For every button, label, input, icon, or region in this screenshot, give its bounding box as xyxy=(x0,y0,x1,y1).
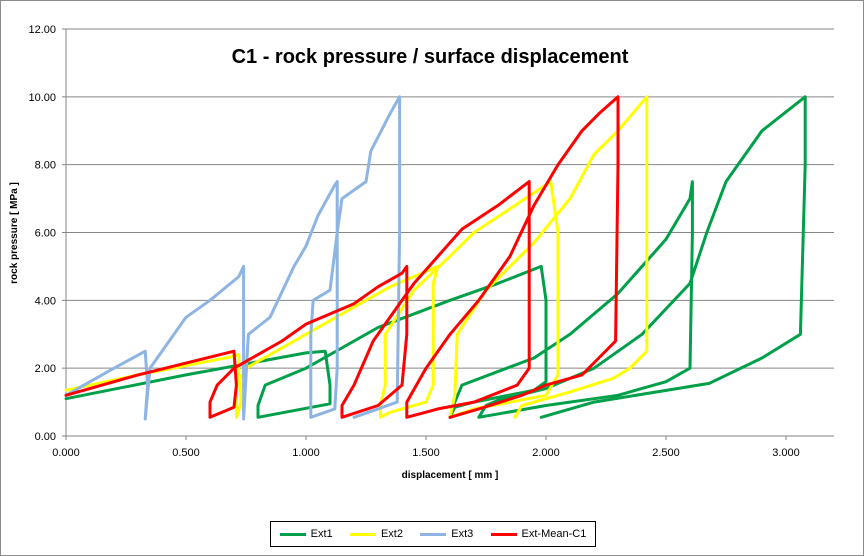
legend-item-ext1: Ext1 xyxy=(279,528,333,540)
legend-swatch xyxy=(490,532,517,536)
y-tick-label: 12.00 xyxy=(28,24,56,36)
series-line-ext-mean-c1 xyxy=(64,95,620,419)
legend-label: Ext-Mean-C1 xyxy=(521,528,587,540)
x-ticks: 0.000 0.500 1.000 1.500 2.000 2.500 3.000 xyxy=(52,436,800,459)
y-tick-label: 0.00 xyxy=(35,431,56,443)
series-line-ext1 xyxy=(64,95,807,419)
x-axis-title: displacement [ mm ] xyxy=(402,470,499,481)
legend-label: Ext3 xyxy=(451,528,474,540)
chart-title: C1 - rock pressure / surface displacemen… xyxy=(232,46,629,68)
legend-label: Ext2 xyxy=(380,528,403,540)
legend-swatch xyxy=(279,532,306,536)
y-tick-label: 8.00 xyxy=(35,160,56,172)
series-group xyxy=(64,95,807,421)
legend-label: Ext1 xyxy=(310,528,333,540)
legend: Ext1 Ext2 Ext3 Ext-Mean-C1 xyxy=(270,521,596,547)
gridlines xyxy=(66,28,834,369)
series-line-ext2 xyxy=(64,95,649,419)
legend-item-ext-mean-c1: Ext-Mean-C1 xyxy=(490,528,587,540)
x-tick-label: 1.000 xyxy=(292,447,320,459)
y-axis-title: rock pressure [ MPa ] xyxy=(9,182,20,284)
x-tick-label: 3.000 xyxy=(772,447,800,459)
legend-item-ext2: Ext2 xyxy=(349,528,403,540)
legend-swatch xyxy=(420,532,447,536)
y-ticks: 0.00 2.00 4.00 6.00 8.00 10.00 12.00 xyxy=(28,24,66,443)
legend-swatch xyxy=(349,532,376,536)
y-tick-label: 10.00 xyxy=(28,92,56,104)
y-tick-label: 6.00 xyxy=(35,228,56,240)
legend-item-ext3: Ext3 xyxy=(420,528,473,540)
y-tick-label: 4.00 xyxy=(35,295,56,307)
x-tick-label: 2.000 xyxy=(532,447,560,459)
x-tick-label: 0.500 xyxy=(172,447,200,459)
series-line-ext3 xyxy=(64,95,402,421)
x-tick-label: 0.000 xyxy=(52,447,80,459)
x-tick-label: 2.500 xyxy=(652,447,680,459)
y-tick-label: 2.00 xyxy=(35,363,56,375)
x-tick-label: 1.500 xyxy=(412,447,440,459)
